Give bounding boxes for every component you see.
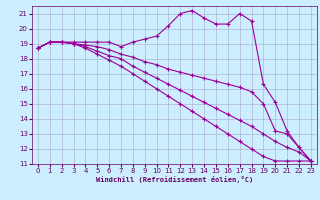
X-axis label: Windchill (Refroidissement éolien,°C): Windchill (Refroidissement éolien,°C) (96, 176, 253, 183)
